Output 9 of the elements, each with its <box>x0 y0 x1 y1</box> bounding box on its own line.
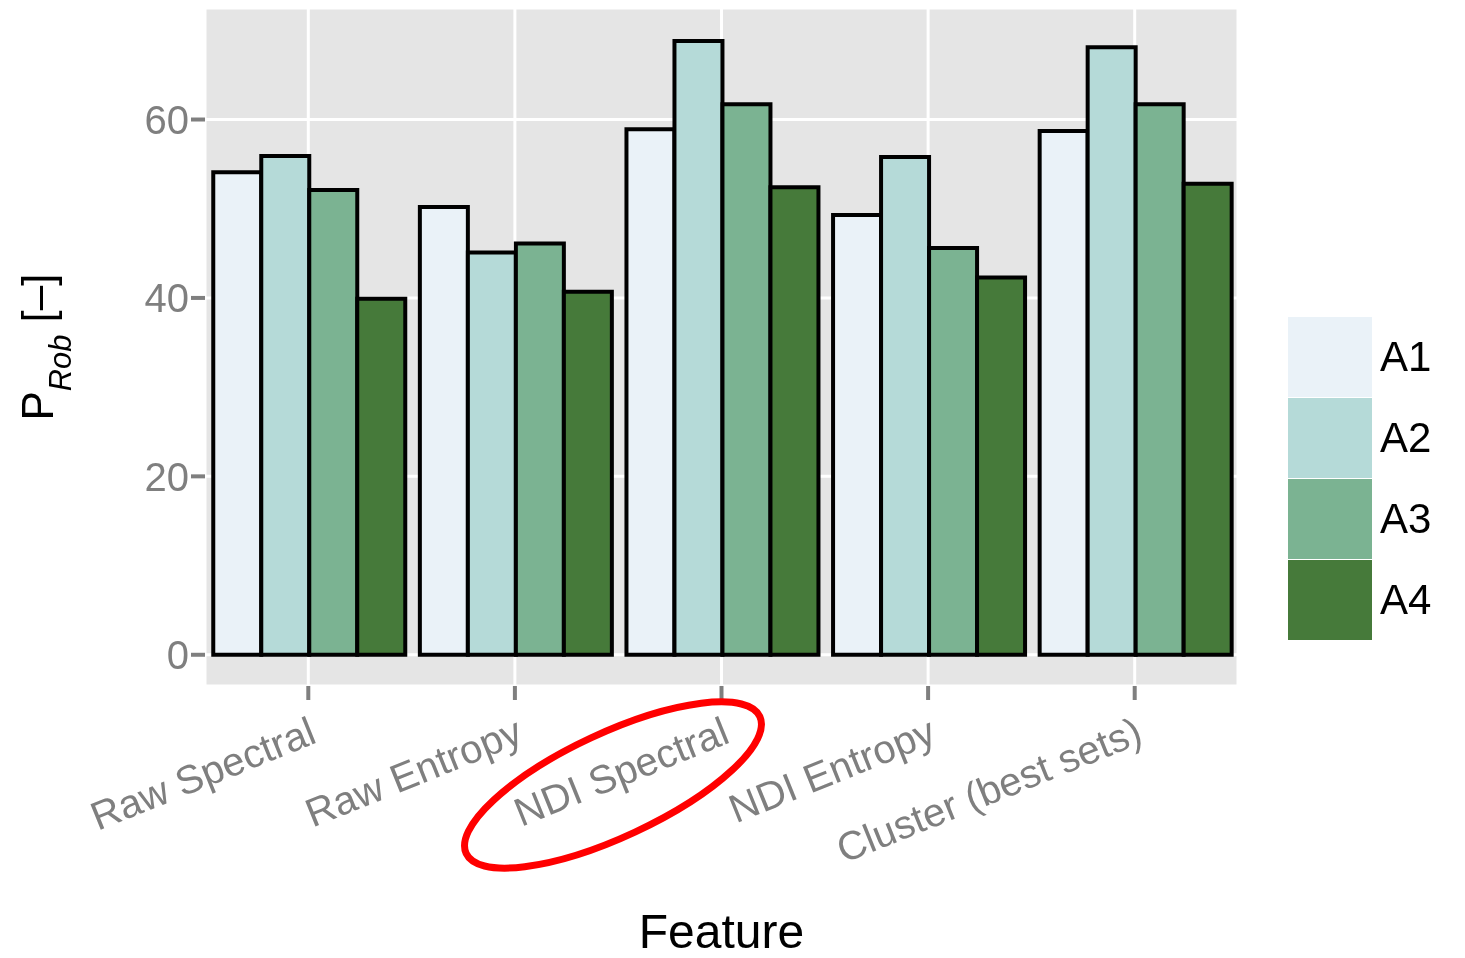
legend-label: A4 <box>1380 575 1432 624</box>
legend-label: A3 <box>1380 494 1432 543</box>
legend-label: A1 <box>1380 332 1432 381</box>
y-tick-label: 60 <box>144 97 189 142</box>
legend-label: A2 <box>1380 413 1432 462</box>
y-tick-label: 0 <box>166 632 189 677</box>
y-tick-label: 20 <box>144 454 189 499</box>
x-axis-title: Feature <box>638 905 805 958</box>
y-tick-label: 40 <box>144 276 189 321</box>
